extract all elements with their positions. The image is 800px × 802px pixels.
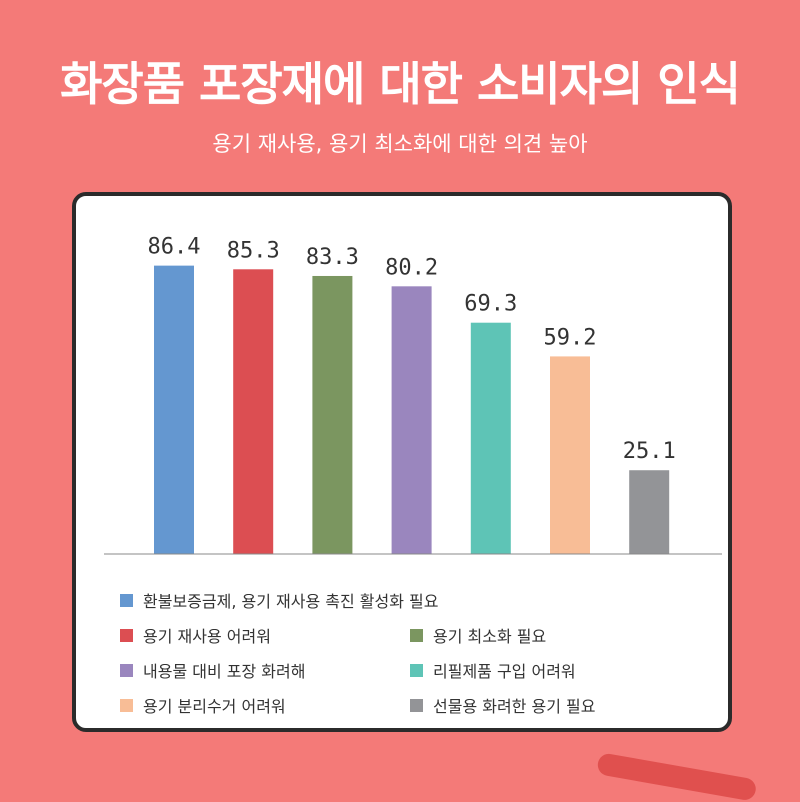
legend-label: 환불보증금제, 용기 재사용 촉진 활성화 필요 [143, 592, 439, 611]
bar-value-label-7: 25.1 [623, 439, 676, 464]
bar-value-label-5: 69.3 [464, 292, 517, 317]
legend-swatch [120, 698, 133, 712]
page-title: 화장품 포장재에 대한 소비자의 인식 [60, 57, 741, 111]
legend-item-5: 리필제품 구입 어려워 [410, 658, 576, 682]
legend-swatch [410, 698, 423, 712]
bar-3 [312, 275, 353, 554]
bar-2 [233, 269, 274, 554]
legend-label: 내용물 대비 포장 화려해 [143, 662, 306, 681]
bar-4 [391, 286, 432, 554]
legend-item-4: 내용물 대비 포장 화려해 [120, 658, 305, 682]
bar-value-label-3: 83.3 [306, 245, 359, 270]
bar-value-label-6: 59.2 [544, 325, 597, 350]
chart-card: 86.4 85.3 83.3 80.2 69.3 59.2 25.1 환불보증금제, 용기 … [72, 192, 732, 732]
legend-item-6: 용기 분리수거 어려워 [120, 693, 286, 717]
legend-swatch [410, 628, 423, 642]
legend-swatch [120, 628, 133, 642]
bar-value-label-2: 85.3 [227, 238, 280, 263]
legend-label: 용기 최소화 필요 [433, 627, 547, 646]
bar-6 [550, 356, 590, 554]
decorative-stroke [596, 752, 758, 802]
bar-1 [154, 265, 194, 554]
legend-label: 리필제품 구입 어려워 [433, 662, 576, 681]
bar-5 [470, 322, 511, 554]
legend-swatch [120, 593, 133, 607]
legend-item-2: 용기 재사용 어려워 [120, 623, 271, 647]
legend-item-1: 환불보증금제, 용기 재사용 촉진 활성화 필요 [120, 588, 438, 612]
legend-label: 용기 재사용 어려워 [143, 627, 271, 646]
legend-swatch [120, 663, 133, 677]
page-subtitle: 용기 재사용, 용기 최소화에 대한 의견 높아 [212, 132, 588, 156]
legend-label: 선물용 화려한 용기 필요 [433, 697, 596, 716]
bar-value-label-1: 86.4 [148, 235, 201, 260]
legend-swatch [410, 663, 423, 677]
legend-item-7: 선물용 화려한 용기 필요 [410, 693, 595, 717]
bar-7 [629, 470, 670, 554]
bar-value-label-4: 80.2 [385, 255, 438, 280]
legend-item-3: 용기 최소화 필요 [410, 623, 546, 647]
legend-label: 용기 분리수거 어려워 [143, 697, 286, 716]
bar-chart: 86.4 85.3 83.3 80.2 69.3 59.2 25.1 [104, 235, 722, 555]
